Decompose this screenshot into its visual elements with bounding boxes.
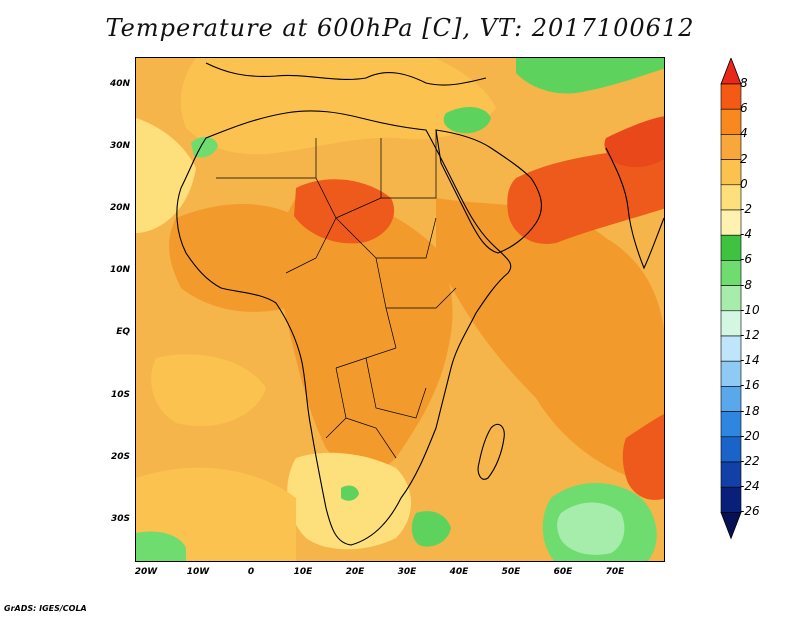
cool-south-atlantic (151, 354, 266, 427)
hot-core-south-indian-ocean (622, 414, 664, 500)
colorbar-label: -26 (740, 504, 760, 519)
colorbar-segment (720, 159, 742, 186)
colorbar-segment (720, 386, 742, 412)
lon-label-20w: 20W (134, 567, 158, 577)
colorbar-label: -12 (740, 328, 760, 342)
colorbar-label: 8 (740, 76, 748, 90)
lon-label-50e: 50E (501, 567, 521, 577)
grads-credit: GrADS: IGES/COLA (4, 604, 87, 613)
colorbar-bottom-arrow (720, 511, 742, 540)
lon-label-10w: 10W (186, 567, 210, 577)
lat-label-10n: 10N (109, 265, 130, 275)
colorbar-top-arrow (720, 58, 742, 85)
cool-southern-africa (287, 452, 411, 550)
colorbar-label: -16 (740, 378, 760, 393)
colorbar-label: -6 (740, 252, 752, 267)
colorbar-label: -14 (740, 353, 760, 368)
colorbar-label: 6 (740, 101, 748, 116)
cold-patch-southwest (136, 531, 186, 561)
colorbar-segment (720, 83, 742, 110)
lat-label-40n: 40N (109, 79, 130, 89)
colorbar-segment (720, 285, 742, 312)
cold-patch-madagascar-south (411, 511, 451, 547)
map-canvas (136, 58, 664, 561)
colorbar-segment (720, 335, 742, 362)
cold-patch-mediterranean (516, 58, 664, 94)
colorbar-segment (720, 260, 742, 286)
colorbar-segment (720, 486, 742, 513)
cold-patch-turkey (443, 106, 491, 134)
lat-label-20s: 20S (110, 452, 130, 462)
hot-core-india (604, 116, 664, 168)
madagascar-coastline (477, 423, 505, 480)
colorbar-segment (720, 184, 742, 211)
hot-core-arabia (507, 143, 664, 244)
temperature-map (135, 57, 665, 562)
colorbar-label: -10 (740, 302, 760, 317)
warm-region-africa (279, 195, 453, 472)
lat-label-10s: 10S (110, 390, 130, 400)
lon-label-20e: 20E (345, 567, 365, 577)
colorbar-label: -4 (740, 227, 752, 242)
colorbar-label: -2 (740, 202, 752, 216)
chart-title: Temperature at 600hPa [C], VT: 201710061… (105, 14, 695, 42)
cool-sahel-northwest (136, 118, 196, 233)
lat-label-30n: 30N (109, 141, 130, 151)
colorbar (720, 58, 742, 540)
colorbar-segment (720, 234, 742, 261)
colorbar-label: 4 (740, 126, 748, 141)
country-borders (216, 130, 457, 459)
warm-region-west-africa (169, 204, 320, 312)
colorbar-segment (720, 461, 742, 488)
india-coastline (605, 147, 664, 270)
europe-coastline (205, 62, 487, 86)
arabia-coastline (435, 129, 542, 254)
lat-label-30s: 30S (110, 514, 130, 524)
colorbar-label: -20 (740, 428, 760, 443)
lon-label-60e: 60E (553, 567, 573, 577)
colorbar-label: 0 (740, 176, 748, 191)
cold-patch-kalahari (341, 485, 359, 501)
colorbar-label: -22 (740, 454, 760, 468)
lon-label-0: 0 (247, 567, 255, 577)
colorbar-label: -18 (740, 403, 760, 418)
lon-label-70e: 70E (605, 567, 625, 577)
colorbar-segment (720, 108, 742, 135)
colorbar-label: -8 (740, 277, 752, 292)
colorbar-segment (720, 310, 742, 337)
colorbar-segment (720, 411, 742, 438)
africa-coastline (176, 110, 512, 546)
hot-core-sahara (294, 179, 395, 244)
colorbar-segment (720, 436, 742, 463)
lon-label-40e: 40E (449, 567, 469, 577)
colorbar-segment (720, 360, 742, 387)
colorbar-segment (720, 209, 742, 236)
colorbar-segment (720, 134, 742, 160)
cold-core-south-indian-ocean (557, 502, 625, 555)
lat-label-eq: EQ (116, 327, 130, 337)
colorbar-label: -24 (740, 479, 760, 494)
colorbar-label: 2 (740, 151, 748, 166)
lat-label-20n: 20N (109, 203, 130, 213)
lon-label-30e: 30E (397, 567, 417, 577)
cool-north-africa (180, 58, 496, 155)
lon-label-10e: 10E (293, 567, 313, 577)
warm-region-ocean (436, 198, 664, 488)
